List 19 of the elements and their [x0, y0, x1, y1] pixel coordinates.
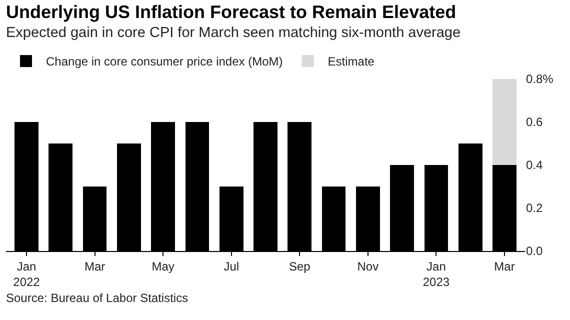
source-note: Source: Bureau of Labor Statistics — [6, 291, 190, 305]
x-tick-label: Mar — [84, 259, 106, 274]
y-tick-label: 0.8% — [526, 72, 554, 86]
x-tick-label: Nov — [357, 259, 379, 274]
chart-title: Underlying US Inflation Forecast to Remain Elevated — [6, 2, 458, 23]
x-tick-label: Mar — [494, 259, 515, 274]
legend-label: Change in core consumer price index (MoM) — [46, 54, 283, 69]
x-tick-label: Jul — [224, 259, 240, 274]
y-tick-label: 0.6 — [526, 115, 544, 130]
x-tick-label: May — [152, 259, 174, 274]
legend-label: Estimate — [328, 54, 375, 69]
y-tick-label: 0.4 — [526, 158, 544, 172]
chart-subtitle: Expected gain in core CPI for March seen matching six-month average — [6, 25, 462, 41]
x-tick-label: Jan 2022 — [13, 259, 40, 289]
y-tick-label: 0.0 — [526, 244, 544, 258]
x-tick-label: Sep — [288, 259, 311, 274]
x-tick-label: Jan 2023 — [422, 259, 450, 289]
bar — [492, 79, 516, 165]
y-tick-label: 0.2 — [526, 201, 544, 216]
